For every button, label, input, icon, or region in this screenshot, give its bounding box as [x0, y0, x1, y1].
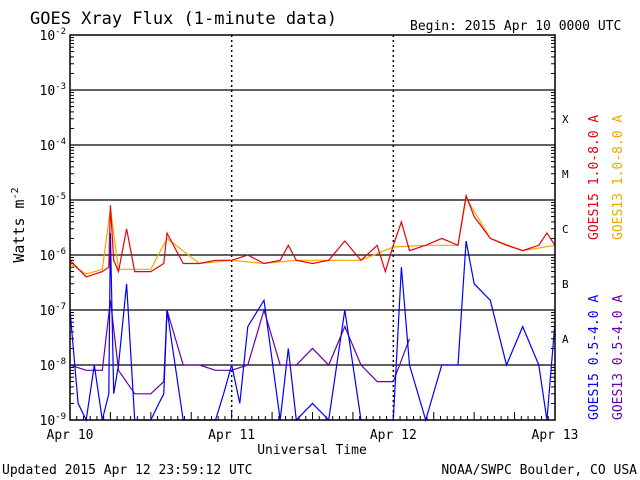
series-line: [69, 195, 556, 275]
legend-label: GOES15 0.5-4.0 A: [587, 295, 602, 420]
x-tick-label: Apr 11: [208, 428, 255, 443]
flare-class-label: A: [562, 333, 569, 346]
legend-label: GOES15 1.0-8.0 A: [587, 115, 602, 240]
y-tick-label: 10-8: [40, 357, 67, 374]
updated-timestamp: Updated 2015 Apr 12 23:59:12 UTC: [2, 463, 252, 478]
x-tick-label: Apr 13: [532, 428, 579, 443]
svg-text:Watts m-2: Watts m-2: [10, 187, 28, 262]
legend-label: GOES13 0.5-4.0 A: [611, 295, 626, 420]
series-layer: [69, 193, 556, 423]
flare-class-label: X: [562, 113, 569, 126]
flare-class-labels: X M C B A: [562, 113, 569, 346]
flare-class-label: C: [562, 223, 569, 236]
flare-class-label: B: [562, 278, 569, 291]
y-tick-label: 10-6: [40, 247, 67, 264]
flare-class-label: M: [562, 168, 569, 181]
plot-frame: [69, 34, 556, 421]
y-tick-label: 10-3: [40, 82, 67, 99]
x-tick-label: Apr 12: [370, 428, 417, 443]
legend: GOES15 1.0-8.0 A GOES13 1.0-8.0 A GOES15 0…: [587, 115, 626, 420]
series-line: [69, 233, 556, 423]
y-tick-label: 10-7: [40, 302, 67, 319]
x-axis-label: Universal Time: [257, 443, 367, 458]
y-axis-label: Watts m-2: [10, 187, 28, 262]
x-tick-label: Apr 10: [47, 428, 94, 443]
y-tick-labels: 10-2 10-3 10-4 10-5 10-6 10-7 10-8 10-9: [40, 27, 67, 429]
chart-title: GOES Xray Flux (1-minute data): [30, 9, 337, 29]
y-tick-label: 10-5: [40, 192, 67, 209]
legend-label: GOES13 1.0-8.0 A: [611, 115, 626, 240]
y-tick-label: 10-4: [40, 137, 67, 154]
x-tick-labels: Apr 10 Apr 11 Apr 12 Apr 13: [47, 428, 579, 443]
begin-label: Begin: 2015 Apr 10 0000 UTC: [410, 19, 621, 34]
y-tick-label: 10-9: [40, 412, 67, 429]
series-line: [69, 300, 411, 395]
credit-label: NOAA/SWPC Boulder, CO USA: [441, 463, 637, 478]
y-tick-label: 10-2: [40, 27, 67, 44]
chart-grid: [70, 35, 555, 420]
series-line: [69, 193, 556, 278]
